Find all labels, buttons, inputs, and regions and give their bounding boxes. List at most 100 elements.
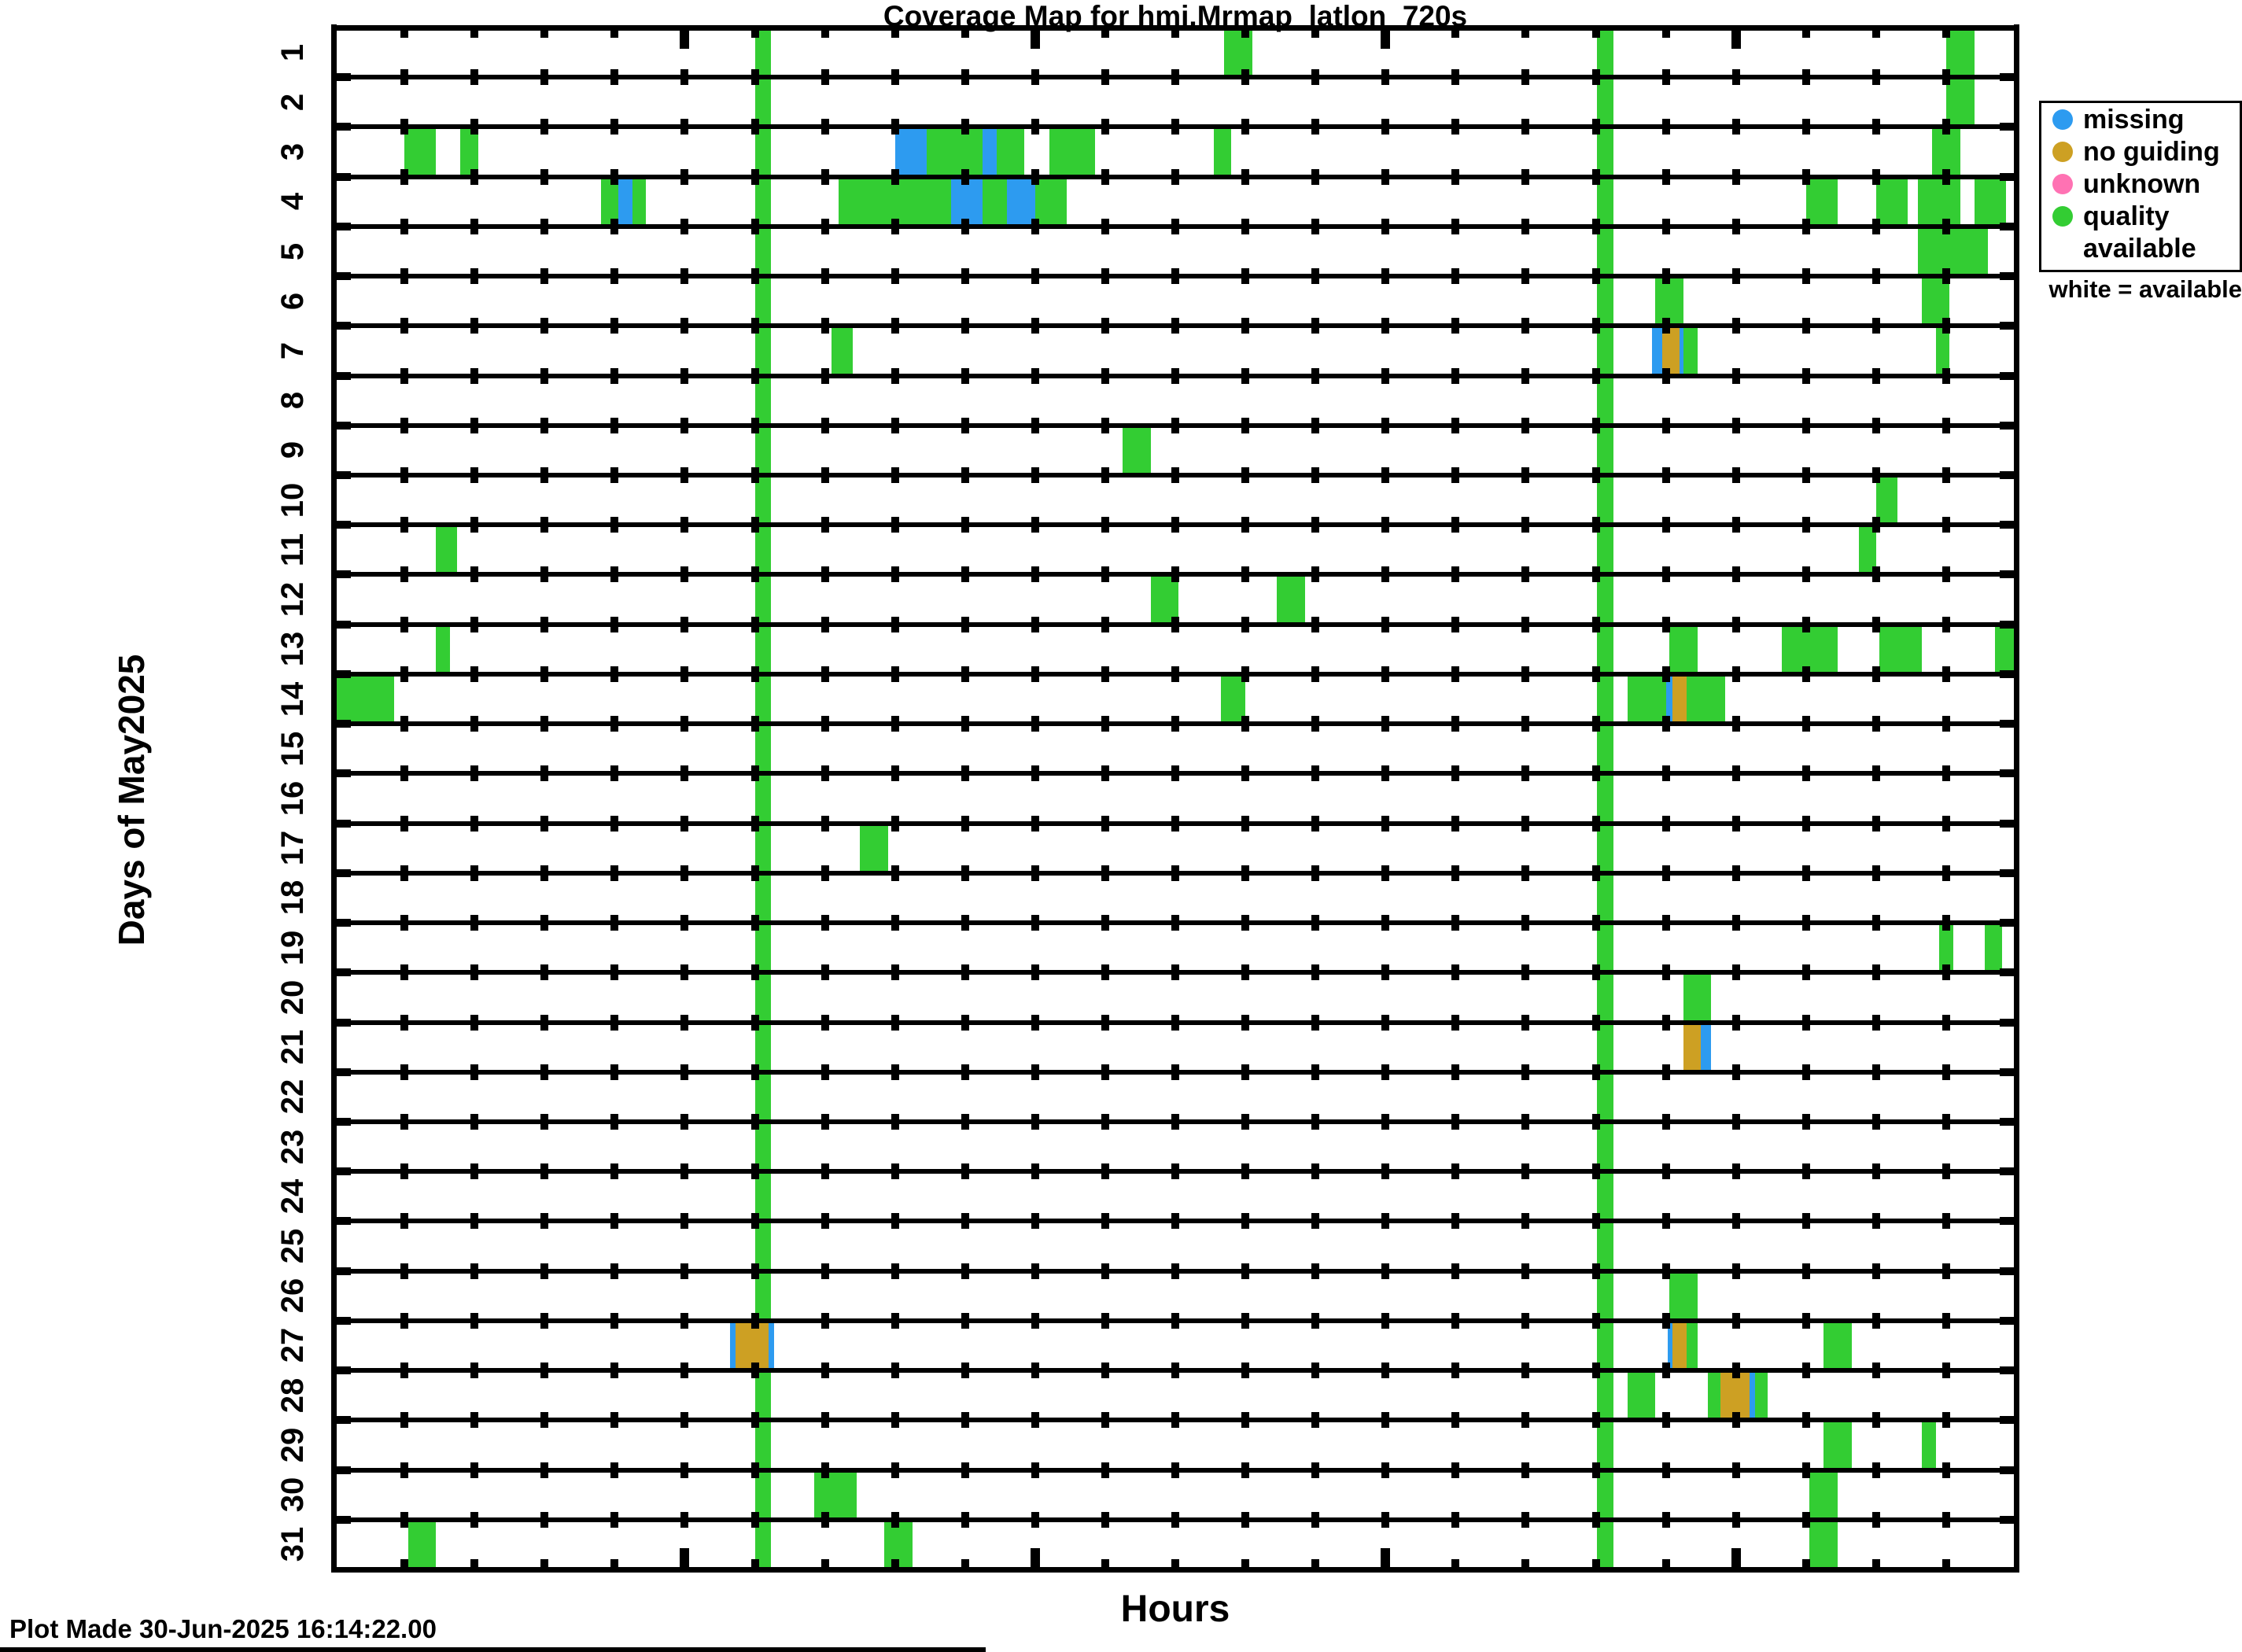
hour-tick (400, 1412, 409, 1429)
hour-tick (400, 865, 409, 881)
hour-tick (1311, 765, 1320, 782)
hour-tick (750, 666, 759, 682)
hour-tick (610, 616, 619, 632)
hour-tick (1591, 1312, 1600, 1329)
hour-tick (540, 964, 549, 981)
hour-tick (680, 765, 689, 782)
hour-tick (1171, 964, 1179, 981)
hour-tick (610, 367, 619, 384)
hour-tick (540, 716, 549, 732)
hour-tick (961, 1462, 969, 1478)
hour-tick (1381, 268, 1390, 285)
legend-item-quality-line2: available (2041, 232, 2240, 264)
hour-tick (1801, 168, 1810, 185)
hour-tick (680, 417, 689, 433)
hour-tick (1311, 1064, 1320, 1080)
hour-tick (1171, 666, 1179, 682)
hour-tick (1171, 915, 1179, 931)
coverage-segment-quality (1213, 127, 1232, 177)
hour-tick (680, 318, 689, 334)
coverage-segment-missing (769, 1320, 774, 1371)
hour-tick (961, 1412, 969, 1429)
hour-tick (540, 218, 549, 234)
day-tick (337, 968, 351, 977)
hour-tick (1801, 1511, 1810, 1528)
coverage-segment-quality (460, 127, 478, 177)
x-minor-tick (610, 1559, 619, 1572)
hour-tick (1241, 417, 1250, 433)
legend: missing no guiding unknown quality available (2039, 101, 2242, 272)
hour-tick (1381, 1213, 1390, 1230)
hour-tick (680, 1363, 689, 1379)
hour-tick (1801, 318, 1810, 334)
hour-tick (891, 1511, 899, 1528)
x-minor-tick (961, 25, 969, 38)
hour-tick (891, 218, 899, 234)
hour-tick (820, 1113, 829, 1130)
hour-tick (1171, 1412, 1179, 1429)
hour-tick (1591, 1363, 1600, 1379)
hour-tick (400, 1213, 409, 1230)
hour-tick (1941, 815, 1950, 832)
hour-tick (1661, 1163, 1670, 1180)
coverage-segment-quality (983, 176, 1008, 227)
hour-tick (891, 915, 899, 931)
hour-tick (1101, 1014, 1109, 1031)
hour-tick (1661, 865, 1670, 881)
x-major-tick (1030, 25, 1040, 49)
hour-tick (1381, 168, 1390, 185)
hour-tick (820, 1163, 829, 1180)
hour-tick (1661, 467, 1670, 484)
hour-tick (1591, 716, 1600, 732)
day-tick (2000, 1117, 2014, 1126)
hour-tick (1451, 268, 1460, 285)
hour-tick (1311, 517, 1320, 533)
hour-tick (1591, 417, 1600, 433)
hour-tick (1591, 69, 1600, 86)
coverage-segment-quality (1669, 624, 1698, 674)
hour-tick (750, 417, 759, 433)
x-minor-tick (750, 25, 759, 38)
hour-tick (1871, 69, 1880, 86)
hour-tick (470, 566, 479, 583)
hour-tick (1451, 915, 1460, 931)
hour-tick (820, 517, 829, 533)
hour-tick (680, 1312, 689, 1329)
hour-tick (1801, 1064, 1810, 1080)
x-minor-tick (1451, 25, 1460, 38)
hour-tick (1801, 1113, 1810, 1130)
hour-tick (1591, 218, 1600, 234)
hour-tick (1171, 168, 1179, 185)
coverage-segment-quality (404, 127, 437, 177)
hour-tick (1521, 1312, 1530, 1329)
hour-tick (1311, 218, 1320, 234)
hour-tick (1871, 1263, 1880, 1279)
hour-tick (1031, 1113, 1039, 1130)
hour-tick (820, 1511, 829, 1528)
hour-tick (1101, 865, 1109, 881)
hour-tick (1381, 666, 1390, 682)
hour-tick (1311, 865, 1320, 881)
x-minor-tick (1941, 25, 1950, 38)
hour-tick (820, 716, 829, 732)
hour-tick (1451, 566, 1460, 583)
coverage-segment-quality (1858, 525, 1876, 575)
hour-tick (1591, 815, 1600, 832)
hour-tick (1941, 69, 1950, 86)
hour-tick (610, 218, 619, 234)
hour-tick (680, 1113, 689, 1130)
x-minor-tick (1661, 1559, 1670, 1572)
coverage-segment-quality (1879, 624, 1922, 674)
hour-tick (891, 1412, 899, 1429)
hour-tick (1591, 268, 1600, 285)
day-tick (2000, 272, 2014, 281)
hour-tick (470, 716, 479, 732)
hour-tick (610, 1312, 619, 1329)
hour-tick (1661, 1462, 1670, 1478)
hour-tick (1171, 616, 1179, 632)
hour-tick (1101, 417, 1109, 433)
hour-tick (1521, 268, 1530, 285)
hour-tick (1661, 1064, 1670, 1080)
coverage-segment-quality (1809, 1519, 1838, 1569)
day-tick (337, 868, 351, 877)
